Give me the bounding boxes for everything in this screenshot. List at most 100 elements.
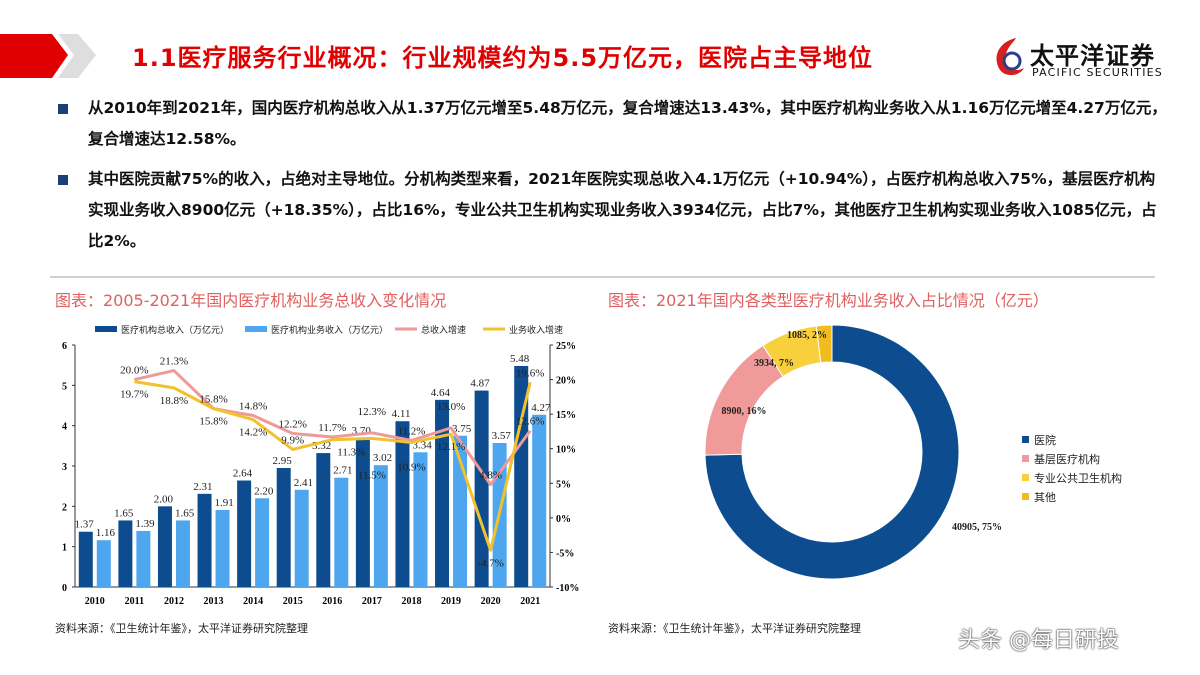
bar-business: [532, 414, 547, 587]
bar-data-label: 4.27: [531, 402, 551, 414]
line-data-label: 14.2%: [239, 427, 267, 439]
bullet-square-icon: [58, 104, 68, 114]
slice-label: 3934, 7%: [754, 358, 794, 369]
legend-swatch: [1022, 436, 1029, 443]
bar-business: [215, 509, 230, 587]
bar-business: [334, 477, 349, 587]
y2-tick-label: 5%: [556, 479, 571, 490]
legend-label: 医院: [1034, 433, 1056, 447]
line-data-label: 11.7%: [318, 422, 346, 434]
bar-data-label: 3.02: [373, 452, 392, 464]
slice-label: 1085, 2%: [787, 330, 827, 341]
bar-total: [435, 399, 450, 587]
bar-data-label: 2.00: [154, 493, 174, 505]
watermark: 头条 @每日研投: [958, 628, 1119, 653]
bar-business: [96, 540, 111, 587]
y-tick-label: 3: [62, 462, 67, 473]
y-tick-label: 2: [62, 502, 67, 513]
bullet-square-icon: [58, 175, 68, 185]
header-arrows-icon: [0, 34, 96, 78]
line-data-label: 10.9%: [397, 461, 425, 473]
bar-data-label: 1.91: [215, 497, 234, 509]
bar-data-label: 3.57: [492, 430, 512, 442]
page-title: 1.1医疗服务行业概况：行业规模约为5.5万亿元，医院占主导地位: [132, 44, 874, 72]
x-tick-label: 2017: [362, 596, 382, 607]
bar-data-label: 4.87: [470, 378, 490, 390]
x-tick-label: 2015: [283, 596, 303, 607]
line-data-label: 11.3%: [337, 447, 365, 459]
bar-total: [355, 437, 370, 587]
bar-data-label: 1.65: [175, 507, 195, 519]
bar-total: [78, 531, 93, 587]
divider: [50, 276, 1155, 278]
donut-chart: 40905, 75% 医院 8900, 16% 基层医疗机构 3934, 7% 专业公共卫…: [704, 324, 1122, 580]
y2-tick-label: -10%: [556, 583, 579, 594]
y-tick-label: 6: [62, 341, 67, 352]
bar-total: [276, 468, 291, 587]
bar-business: [294, 489, 309, 587]
line-data-label: 21.3%: [160, 356, 188, 368]
legend-label: 其他: [1034, 491, 1056, 504]
line-data-label: 9.9%: [281, 434, 304, 446]
bullet-item: 其中医院贡献75%的收入，占绝对主导地位。分机构类型来看，2021年医院实现总收…: [58, 164, 1168, 257]
line-data-label: 12.1%: [437, 441, 465, 453]
line-data-label: 14.8%: [239, 401, 267, 413]
logo-text-cn: 太平洋证券: [1030, 42, 1155, 70]
x-tick-label: 2010: [85, 596, 105, 607]
y2-tick-label: 10%: [556, 445, 576, 456]
bar-chart-source: 资料来源：《卫生统计年鉴》，太平洋证券研究院整理: [55, 622, 308, 635]
legend-label: 专业公共卫生机构: [1034, 471, 1122, 485]
pie-chart-title: 图表：2021年国内各类型医疗机构业务收入占比情况（亿元）: [608, 291, 1049, 310]
bar-data-label: 4.64: [431, 387, 451, 399]
bar-total: [514, 365, 529, 587]
bar-business: [136, 530, 151, 587]
bar-data-label: 2.41: [294, 477, 313, 489]
bar-business: [255, 498, 270, 587]
line-total-growth: [134, 369, 532, 487]
logo-text-en: PACIFIC SECURITIES: [1032, 66, 1163, 79]
bar-data-label: 2.71: [333, 465, 352, 477]
bar-data-label: 4.11: [392, 408, 411, 420]
bar-data-label: 5.48: [510, 353, 530, 365]
bar-business: [373, 465, 388, 587]
bar-data-label: 1.37: [75, 519, 95, 531]
bar-total: [118, 520, 133, 587]
x-tick-label: 2019: [441, 596, 461, 607]
legend-swatch: [1022, 493, 1029, 500]
x-tick-label: 2020: [481, 596, 501, 607]
y-tick-label: 5: [62, 381, 67, 392]
bar-line-chart: 0 1 2 3 4 5 6 -10% -5% 0% 5% 10% 15% 20% 25% 2010 2011 20…: [62, 324, 579, 607]
line-data-label: 12.3%: [358, 406, 386, 418]
legend-swatch: [1022, 455, 1029, 462]
bar-data-label: 3.75: [452, 423, 472, 435]
y-tick-label: 4: [62, 422, 67, 433]
pie-chart-source: 资料来源：《卫生统计年鉴》，太平洋证券研究院整理: [608, 622, 861, 635]
bar-total: [395, 421, 410, 587]
x-tick-label: 2013: [204, 596, 224, 607]
bullet-text: 从2010年到2021年，国内医疗机构总收入从1.37万亿元增至5.48万亿元，…: [88, 99, 1167, 148]
line-data-label: 4.8%: [479, 470, 502, 482]
line-data-label: 12.6%: [516, 416, 544, 428]
bar-data-label: 2.95: [272, 455, 292, 467]
y2-tick-label: 20%: [556, 376, 576, 387]
donut-slice: [704, 324, 960, 580]
legend-label: 总收入增速: [421, 324, 466, 335]
bar-business: [175, 520, 190, 587]
line-data-label: 11.2%: [397, 425, 425, 437]
legend-swatch: [1022, 474, 1029, 481]
slice-label: 40905, 75%: [952, 522, 1002, 533]
bar-total: [197, 493, 212, 587]
line-data-label: 15.8%: [199, 394, 227, 406]
legend-label: 业务收入增速: [509, 324, 563, 335]
bullet-item: 从2010年到2021年，国内医疗机构总收入从1.37万亿元增至5.48万亿元，…: [58, 93, 1168, 155]
bar-data-label: 1.65: [114, 507, 134, 519]
bar-total: [237, 480, 252, 587]
y2-tick-label: 25%: [556, 341, 576, 352]
bar-total: [316, 453, 331, 587]
x-tick-label: 2018: [401, 596, 421, 607]
legend-label: 医疗机构总收入（万亿元）: [121, 324, 229, 335]
line-data-label: 15.8%: [199, 416, 227, 428]
y-tick-label: 0: [62, 583, 67, 594]
line-data-label: 11.5%: [358, 469, 386, 481]
bar-business: [413, 452, 428, 587]
